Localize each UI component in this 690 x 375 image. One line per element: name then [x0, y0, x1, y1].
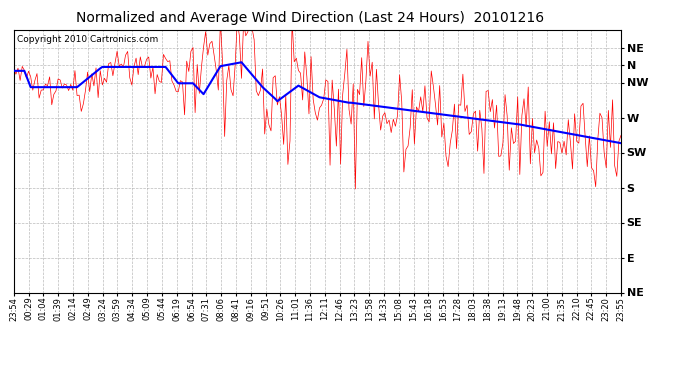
Text: Normalized and Average Wind Direction (Last 24 Hours)  20101216: Normalized and Average Wind Direction (L… — [77, 11, 544, 25]
Text: Copyright 2010 Cartronics.com: Copyright 2010 Cartronics.com — [17, 35, 158, 44]
